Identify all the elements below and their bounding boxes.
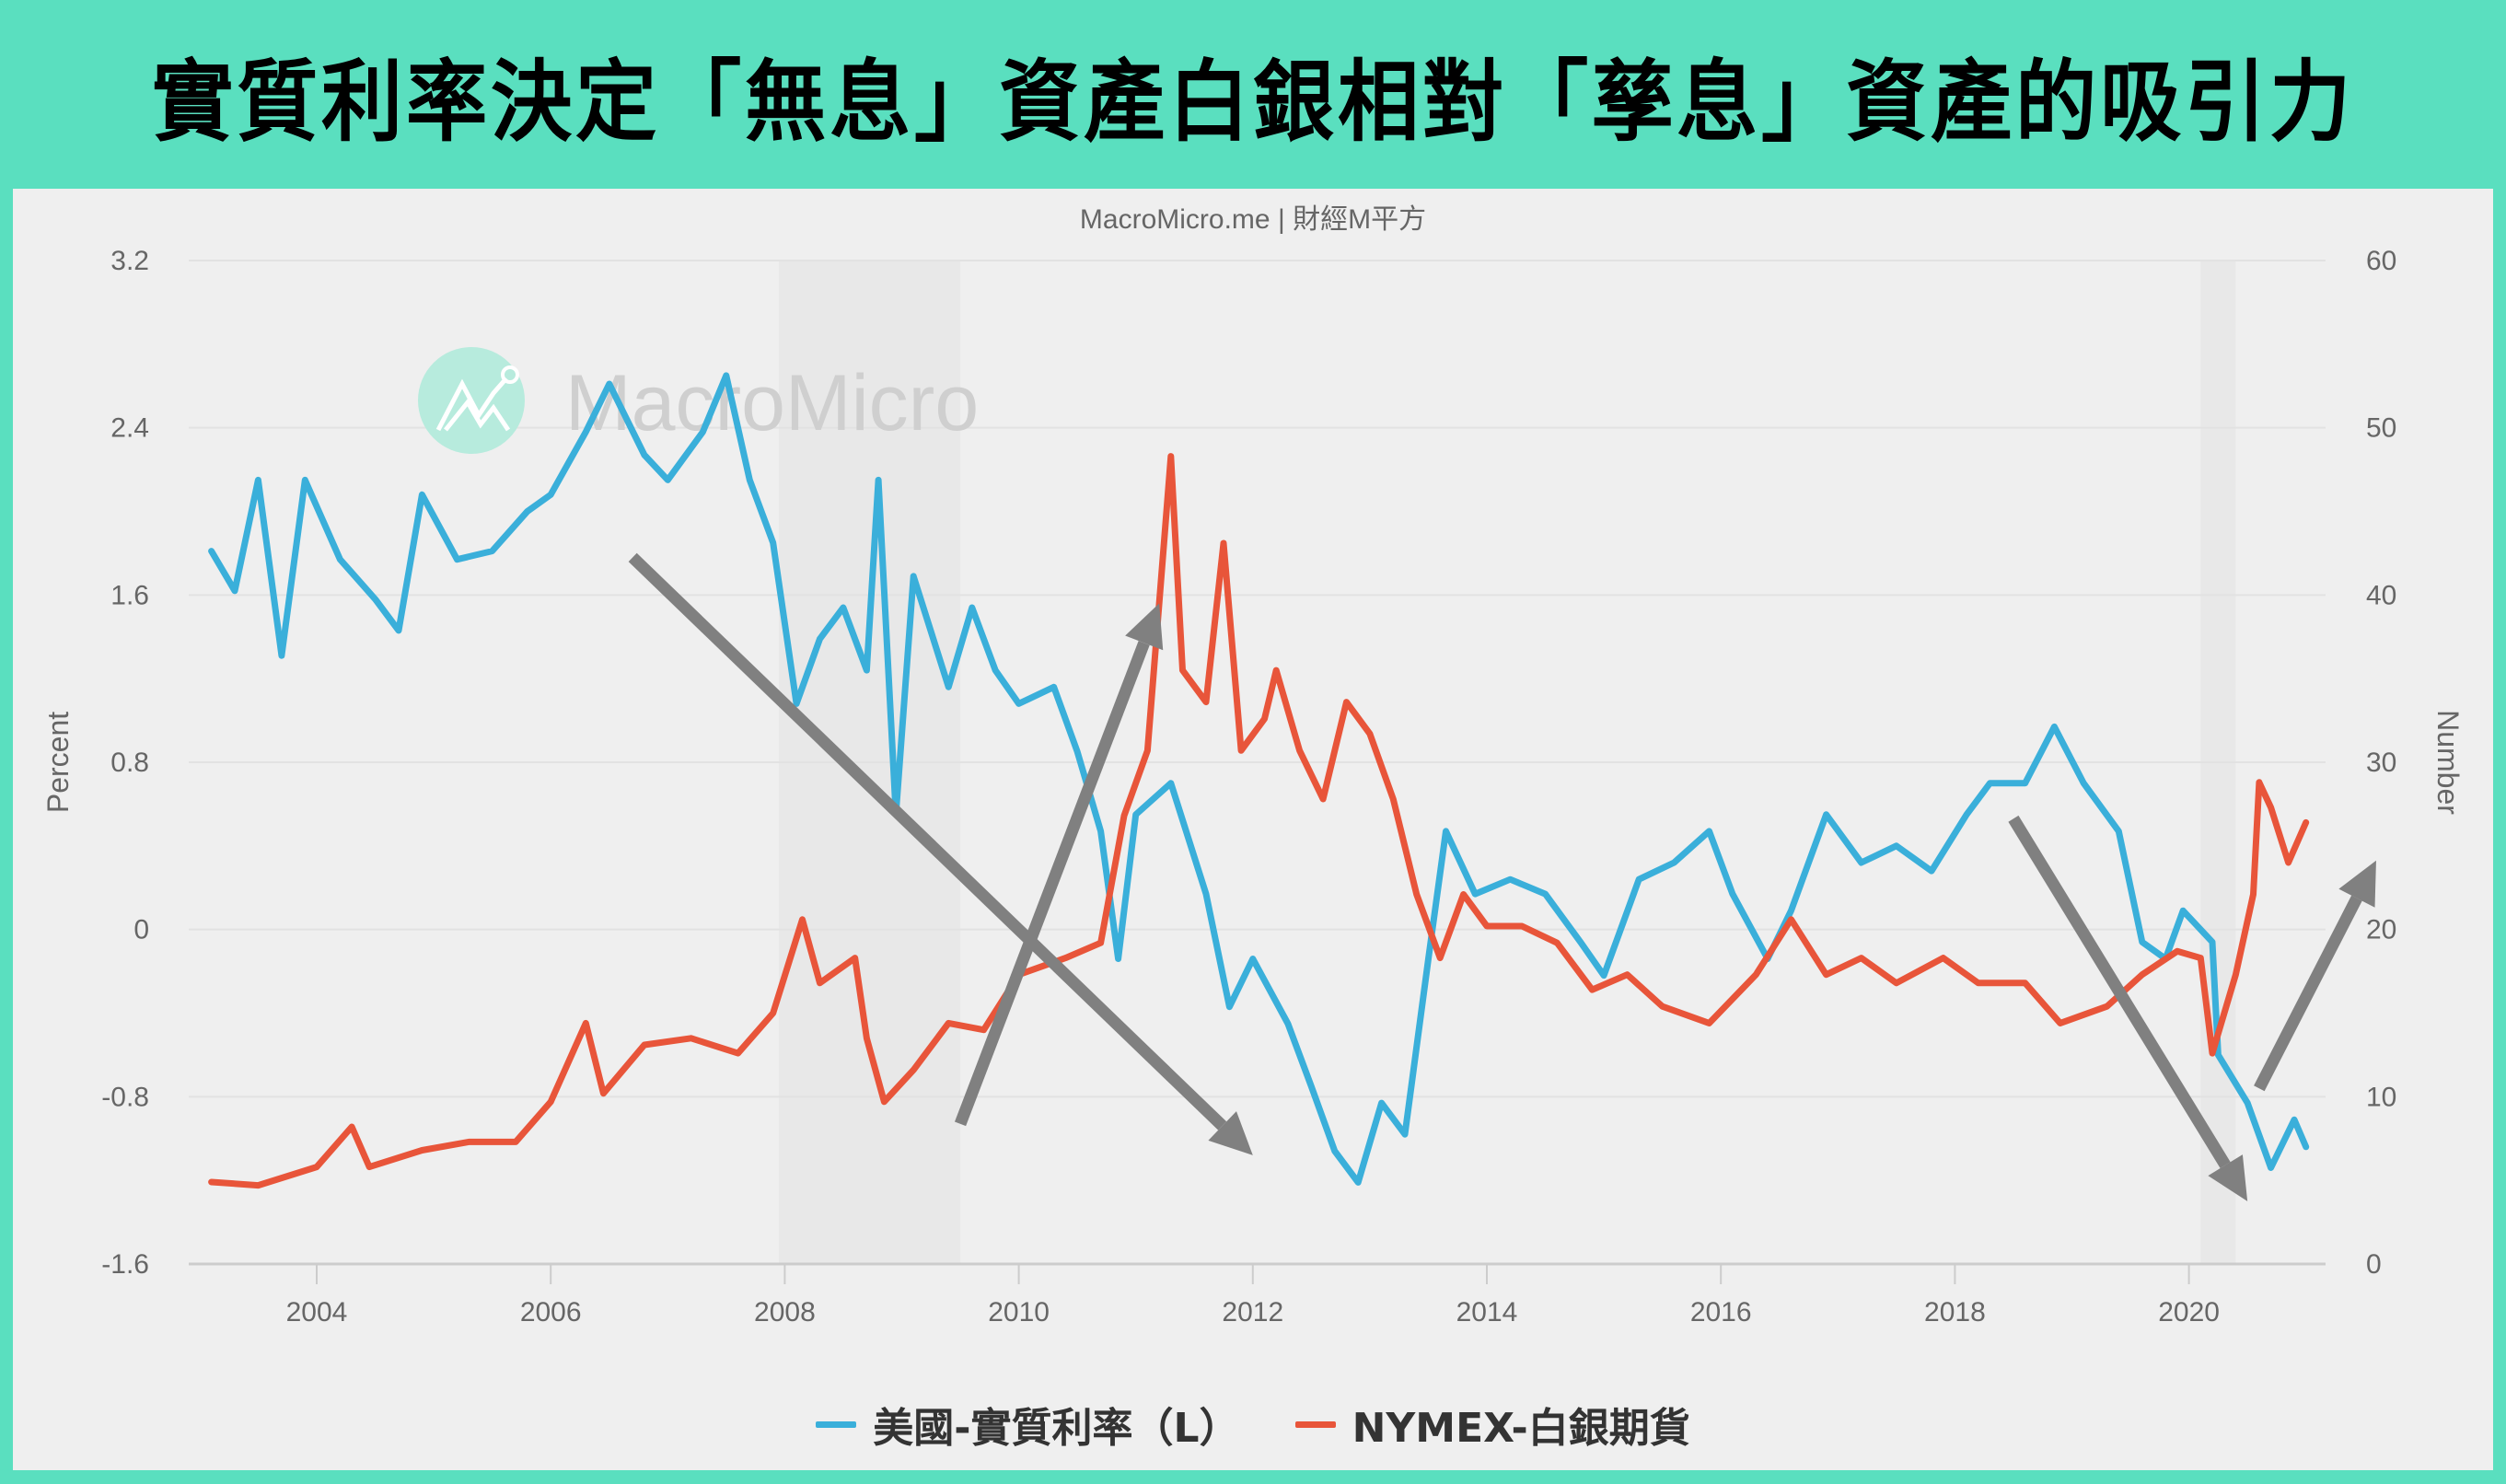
data-series (208, 372, 2310, 1189)
line-chart: MacroMicro 3.22.41.60.80-0.8-1.660504030… (41, 246, 2465, 1327)
x-tick-label: 2020 (2158, 1297, 2220, 1327)
y-right-tick-label: 30 (2366, 748, 2396, 778)
y-left-tick-label: 1.6 (110, 580, 149, 610)
arrow-head-icon (2338, 860, 2376, 908)
series-real-rate-line[interactable] (208, 372, 2310, 1186)
legend-label: NYMEX-白銀期貨 (1352, 1405, 1690, 1452)
annotation-arrows (628, 552, 2376, 1201)
y-right-tick-label: 60 (2366, 246, 2396, 276)
y-left-tick-label: 2.4 (110, 413, 149, 444)
legend-item-silver-futures[interactable]: NYMEX-白銀期貨 (1294, 1395, 1690, 1454)
page-title: 實質利率決定「無息」資產白銀相對「孳息」資產的吸引力 (152, 50, 2354, 154)
y-left-tick-label: 0.8 (110, 748, 149, 778)
x-tick-label: 2014 (1456, 1297, 1518, 1327)
legend-swatch-red-icon (1294, 1420, 1336, 1428)
grid-lines (189, 260, 2326, 1266)
title-band: 實質利率決定「無息」資產白銀相對「孳息」資產的吸引力 (0, 0, 2506, 188)
y-left-tick-label: -1.6 (101, 1249, 149, 1280)
y-left-tick-label: 3.2 (110, 246, 149, 276)
y-right-tick-label: 10 (2366, 1082, 2396, 1112)
x-tick-label: 2012 (1222, 1297, 1283, 1327)
arrow-head-icon (1125, 603, 1164, 651)
y-right-axis-title: Number (2431, 710, 2465, 815)
y-right-tick-label: 50 (2366, 413, 2396, 444)
x-tick-label: 2010 (988, 1297, 1050, 1327)
arrow-head-icon (2208, 1154, 2248, 1201)
x-tick-label: 2016 (1690, 1297, 1752, 1327)
series-silver-futures-line[interactable] (208, 453, 2310, 1189)
y-right-tick-label: 20 (2366, 915, 2396, 945)
chart-source: MacroMicro.me | 財經M平方 (1079, 204, 1427, 235)
x-tick-label: 2008 (754, 1297, 816, 1327)
watermark-text: MacroMicro (565, 359, 979, 447)
legend-item-real-rate[interactable]: 美國-實質利率（L） (816, 1395, 1240, 1454)
legend: 美國-實質利率（L） NYMEX-白銀期貨 (13, 1395, 2493, 1454)
y-right-tick-label: 0 (2366, 1249, 2382, 1280)
chart-panel: MacroMicro.me | 財經M平方 MacroMicro 3.2 2.4 1… (13, 189, 2493, 1470)
x-tick-label: 2018 (1924, 1297, 1986, 1327)
x-tick-label: 2004 (286, 1297, 348, 1327)
legend-label: 美國-實質利率（L） (873, 1405, 1240, 1452)
x-tick-label: 2006 (520, 1297, 582, 1327)
y-left-tick-label: -0.8 (101, 1082, 149, 1112)
legend-swatch-blue-icon (816, 1420, 857, 1428)
y-left-axis-title: Percent (41, 712, 75, 813)
y-right-tick-label: 40 (2366, 580, 2396, 610)
y-left-tick-label: 0 (133, 915, 149, 945)
arrow-head-icon (1208, 1111, 1253, 1155)
